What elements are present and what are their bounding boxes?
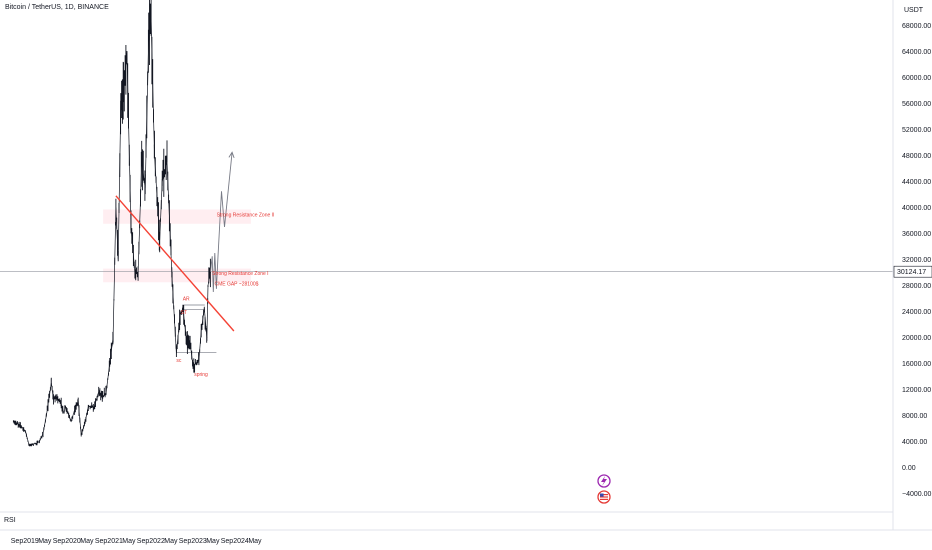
annotation-label: Strong Resistance Zone II <box>217 213 275 219</box>
time-tick-label: 2020 <box>65 538 81 545</box>
annotation-label: spring <box>194 372 208 378</box>
time-tick-label: 2019 <box>23 538 39 545</box>
annotation-label: ST <box>181 310 187 316</box>
price-axis: USDT 68000.00 64000.00 60000.00 56000.00 520… <box>892 0 932 530</box>
rsi-indicator-label[interactable]: RSI <box>4 517 16 524</box>
price-tick-label: −4000.00 <box>902 491 931 498</box>
lightning-event-icon[interactable] <box>597 474 611 488</box>
price-tick-label: 64000.00 <box>902 49 931 56</box>
time-tick-label: Sep <box>221 538 234 545</box>
time-tick-label: 2022 <box>149 538 165 545</box>
price-tick-label: 32000.00 <box>902 257 931 264</box>
chart-title: Bitcoin / TetherUS, 1D, BINANCE <box>5 4 109 11</box>
time-tick-label: Sep <box>11 538 24 545</box>
price-axis-unit: USDT <box>904 7 924 14</box>
time-axis: Sep 2019 May Sep 2020 May Sep 2021 May Sep 2022 May… <box>0 511 932 545</box>
time-tick-label: May <box>206 538 220 545</box>
price-tick-label: 12000.00 <box>902 387 931 394</box>
time-tick-label: May <box>164 538 178 545</box>
time-tick-label: Sep <box>179 538 192 545</box>
time-tick-label: 2021 <box>107 538 123 545</box>
annotation-label: sc <box>176 358 182 364</box>
price-series <box>12 0 211 447</box>
annotation-label: CME GAP ~28100$ <box>214 282 258 288</box>
current-price-label: 30124.17 <box>897 269 926 276</box>
projection-path[interactable] <box>210 152 233 293</box>
price-tick-label: 68000.00 <box>902 23 931 30</box>
time-tick-label: Sep <box>95 538 108 545</box>
price-tick-label: 56000.00 <box>902 101 931 108</box>
price-tick-label: 16000.00 <box>902 361 931 368</box>
price-tick-label: 44000.00 <box>902 179 931 186</box>
time-tick-label: May <box>248 538 262 545</box>
price-tick-label: 48000.00 <box>902 153 931 160</box>
price-tick-label: 52000.00 <box>902 127 931 134</box>
price-tick-label: 24000.00 <box>902 309 931 316</box>
price-tick-label: 40000.00 <box>902 205 931 212</box>
wyckoff-levels <box>0 271 893 353</box>
descending-trendline[interactable] <box>115 195 235 332</box>
time-tick-label: Sep <box>53 538 66 545</box>
projection-arrowhead <box>228 151 235 159</box>
time-tick-label: 2024 <box>233 538 249 545</box>
price-tick-label: 20000.00 <box>902 335 931 342</box>
annotations: Strong Resistance Zone II Strong Resistan… <box>176 213 274 378</box>
time-tick-label: 2023 <box>191 538 207 545</box>
price-close-line <box>13 18 211 446</box>
current-price-badge <box>893 265 932 278</box>
price-tick-label: 0.00 <box>902 465 916 472</box>
price-tick-label: 60000.00 <box>902 75 931 82</box>
us-flag-event-icon[interactable] <box>597 490 611 504</box>
annotation-label: AR <box>183 296 190 302</box>
event-icons <box>597 474 611 504</box>
price-tick-label: 36000.00 <box>902 231 931 238</box>
time-tick-label: May <box>38 538 52 545</box>
time-tick-label: May <box>122 538 136 545</box>
trendline-group <box>115 151 235 332</box>
price-tick-label: 8000.00 <box>902 413 927 420</box>
price-tick-label: 4000.00 <box>902 439 927 446</box>
time-tick-label: Sep <box>137 538 150 545</box>
price-tick-label: 28000.00 <box>902 283 931 290</box>
annotation-label: Strong Resistance Zone I <box>212 271 268 277</box>
time-tick-label: May <box>80 538 94 545</box>
